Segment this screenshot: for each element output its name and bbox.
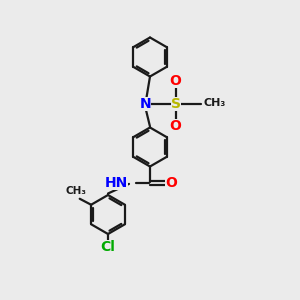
Text: Cl: Cl [100, 240, 116, 254]
Text: O: O [169, 74, 181, 88]
Text: CH₃: CH₃ [66, 186, 87, 196]
Text: CH₃: CH₃ [203, 98, 225, 109]
Text: HN: HN [105, 176, 128, 190]
Text: S: S [170, 97, 181, 110]
Text: O: O [165, 176, 177, 190]
Text: N: N [140, 97, 151, 110]
Text: O: O [169, 119, 181, 133]
